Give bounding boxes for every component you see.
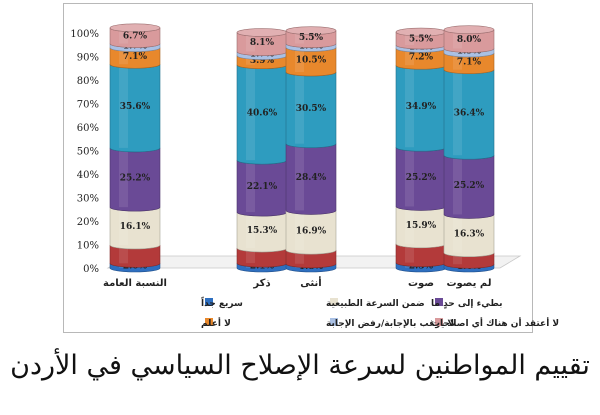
legend-label: لا أعلم [201,317,231,329]
bar-top-cap [236,28,288,37]
data-label: 16.3% [454,230,485,240]
bar-segment-highlight [246,160,255,213]
bar-segment-highlight [295,72,304,144]
legend-swatch [330,318,338,326]
category-label: لم يصوت [446,278,491,289]
data-label: 7.2% [409,53,434,63]
bar-segment-highlight [405,243,414,263]
y-tick-label: 60% [77,123,99,134]
y-tick-label: 100% [70,29,99,40]
data-label: 28.4% [296,173,327,183]
bar-segment-highlight [246,212,255,249]
data-label: 10.5% [296,56,327,66]
data-label: 8.1% [250,38,275,48]
bar-segment-highlight [295,143,304,211]
bar-segment-highlight [246,55,255,65]
legend-swatch [435,318,443,326]
bar-top-cap [285,26,337,35]
data-label: 6.7% [123,32,148,42]
category-label: النسبة العامة [103,278,167,289]
bar-segment-highlight [453,155,462,215]
data-label: 3.9% [250,56,275,66]
data-label: 7.1% [123,52,148,62]
y-tick-label: 10% [77,241,99,252]
y-tick-label: 40% [77,170,99,181]
y-tick-label: 80% [77,76,99,87]
data-label: 25.2% [454,181,485,191]
y-tick-label: 30% [77,194,99,205]
legend-label: لا يرغب بالإجابة/رفض الإجابة [326,319,454,329]
bar-segment-highlight [295,250,304,264]
y-tick-label: 70% [77,100,99,111]
data-label: 16.1% [120,222,151,232]
bar-segment-highlight [119,147,128,208]
bar-segment-highlight [405,65,414,148]
bar-segment-highlight [453,69,462,156]
category-label: أنثى [300,276,321,289]
bar-segment-highlight [295,210,304,251]
data-label: 8.0% [457,35,482,45]
data-label: 25.2% [120,174,151,184]
data-label: 16.9% [296,226,327,236]
legend-label: ضمن السرعة الطبيعية [326,299,425,309]
legend-swatch [330,298,338,306]
category-label: ذكر [252,278,270,289]
data-label: 36.4% [454,108,485,118]
data-label: 35.6% [120,102,151,112]
legend-swatch [205,318,213,326]
data-label: 5.5% [299,33,324,43]
data-label: 15.9% [406,221,437,231]
data-label: 40.6% [247,108,278,118]
bar-segment-highlight [119,244,128,264]
bar-segment-highlight [405,147,414,207]
bar-segment-highlight [246,64,255,161]
bar-segment-highlight [119,27,128,44]
bar-segment-highlight [119,47,128,65]
bar-segment-highlight [119,64,128,148]
bar-segment-highlight [453,52,462,70]
bar-segment-highlight [246,32,255,52]
bar-top-cap [109,23,161,33]
legend-label: لا أعتقد أن هناك أي اصلاحات [431,317,559,329]
data-label: 34.9% [406,102,437,112]
y-tick-label: 90% [77,53,99,64]
chart-caption: تقييم المواطنين لسرعة الإصلاح السياسي في… [10,350,590,381]
bar-segment-highlight [453,252,462,265]
y-tick-label: 0% [83,264,99,275]
bar-segment-highlight [405,32,414,45]
data-label: 25.2% [406,173,437,183]
bar-segment-highlight [405,48,414,66]
bar-segment-highlight [405,206,414,244]
bar-segment-highlight [246,248,255,264]
bar-segment-highlight [453,29,462,49]
chart: 0%10%20%30%40%50%60%70%80%90%100%2.0%16.… [70,23,559,329]
legend-swatch [435,298,443,306]
bar-segment-highlight [453,214,462,253]
data-label: 7.1% [457,57,482,67]
y-tick-label: 50% [77,147,99,158]
bar-segment-highlight [119,207,128,245]
legend-swatch [205,298,213,306]
legend-label: بطيء إلى حدٍ ما [431,299,502,310]
data-label: 30.5% [296,104,327,114]
y-tick-label: 20% [77,217,99,228]
bar-segment-highlight [295,47,304,73]
data-label: 5.5% [409,35,434,45]
bar-top-cap [443,25,495,35]
bar-segment-highlight [295,30,304,44]
legend-label: سريع جداً [200,296,243,309]
category-label: صوت [408,278,434,289]
data-label: 22.1% [247,182,278,192]
data-label: 15.3% [247,226,278,236]
